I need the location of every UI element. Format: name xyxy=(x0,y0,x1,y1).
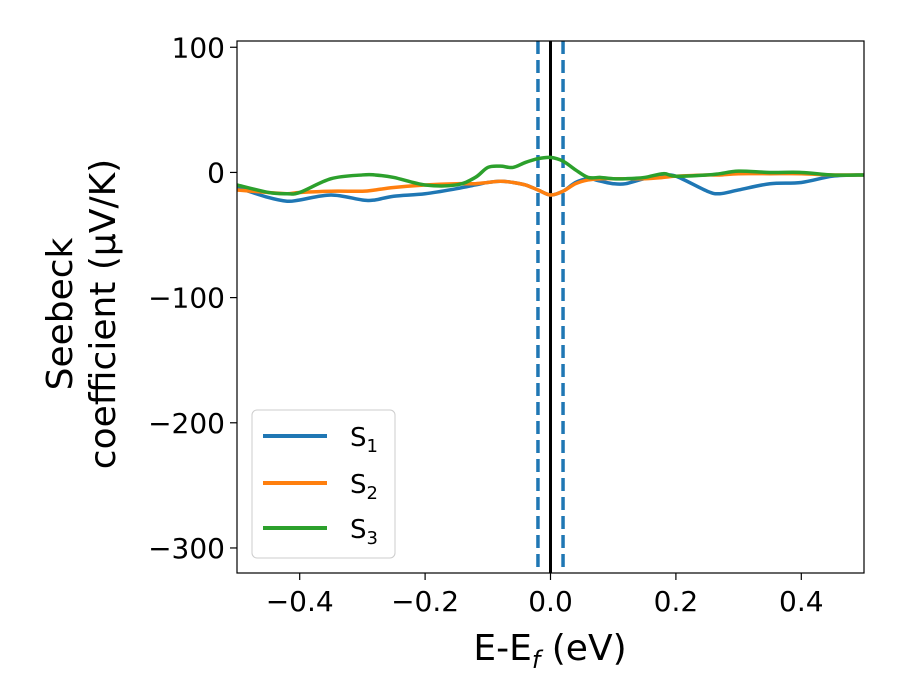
legend: S1 S2 S3 xyxy=(251,409,396,559)
y-axis-title-line1: Seebeck xyxy=(40,237,81,390)
y-tick-label: 100 xyxy=(172,31,225,64)
legend-entry-s2: S2 xyxy=(263,470,378,504)
x-tick-label: 0.4 xyxy=(779,585,824,618)
x-axis-title-unit: (eV) xyxy=(540,628,626,669)
legend-label-s3-main: S xyxy=(350,515,367,545)
vertical-lines xyxy=(536,41,565,573)
y-axis-title: Seebeck coefficient (μV/K) xyxy=(40,159,124,469)
series-line-s3 xyxy=(237,155,864,196)
x-axis-title: E-Ef (eV) xyxy=(473,628,626,674)
x-axis-title-main: E-E xyxy=(473,628,531,669)
legend-label-s1: S1 xyxy=(350,423,378,457)
legend-label-s1-main: S xyxy=(350,423,367,453)
legend-entry-s1: S1 xyxy=(263,423,378,457)
y-axis-title-line2: coefficient (μV/K) xyxy=(83,159,124,469)
legend-label-s3-sub: 3 xyxy=(367,528,378,549)
legend-label-s3: S3 xyxy=(350,515,378,549)
legend-label-s1-sub: 1 xyxy=(367,436,378,457)
legend-entry-s3: S3 xyxy=(263,515,378,549)
x-tick-label: −0.4 xyxy=(266,585,334,618)
legend-label-s2-sub: 2 xyxy=(367,483,378,504)
x-tick-label: 0.0 xyxy=(528,585,573,618)
y-tick-label: −200 xyxy=(148,407,225,440)
y-tick-label: −100 xyxy=(148,282,225,315)
legend-label-s2: S2 xyxy=(350,470,378,504)
series-lines xyxy=(237,155,864,204)
x-tick-label: −0.2 xyxy=(391,585,459,618)
y-tick-label: 0 xyxy=(207,156,225,189)
y-axis-ticks: 100 0 −100 −200 −300 xyxy=(148,31,237,565)
x-axis-ticks: −0.4 −0.2 0.0 0.2 0.4 xyxy=(266,573,824,618)
legend-label-s2-main: S xyxy=(350,470,367,500)
x-tick-label: 0.2 xyxy=(654,585,699,618)
y-tick-label: −300 xyxy=(148,532,225,565)
